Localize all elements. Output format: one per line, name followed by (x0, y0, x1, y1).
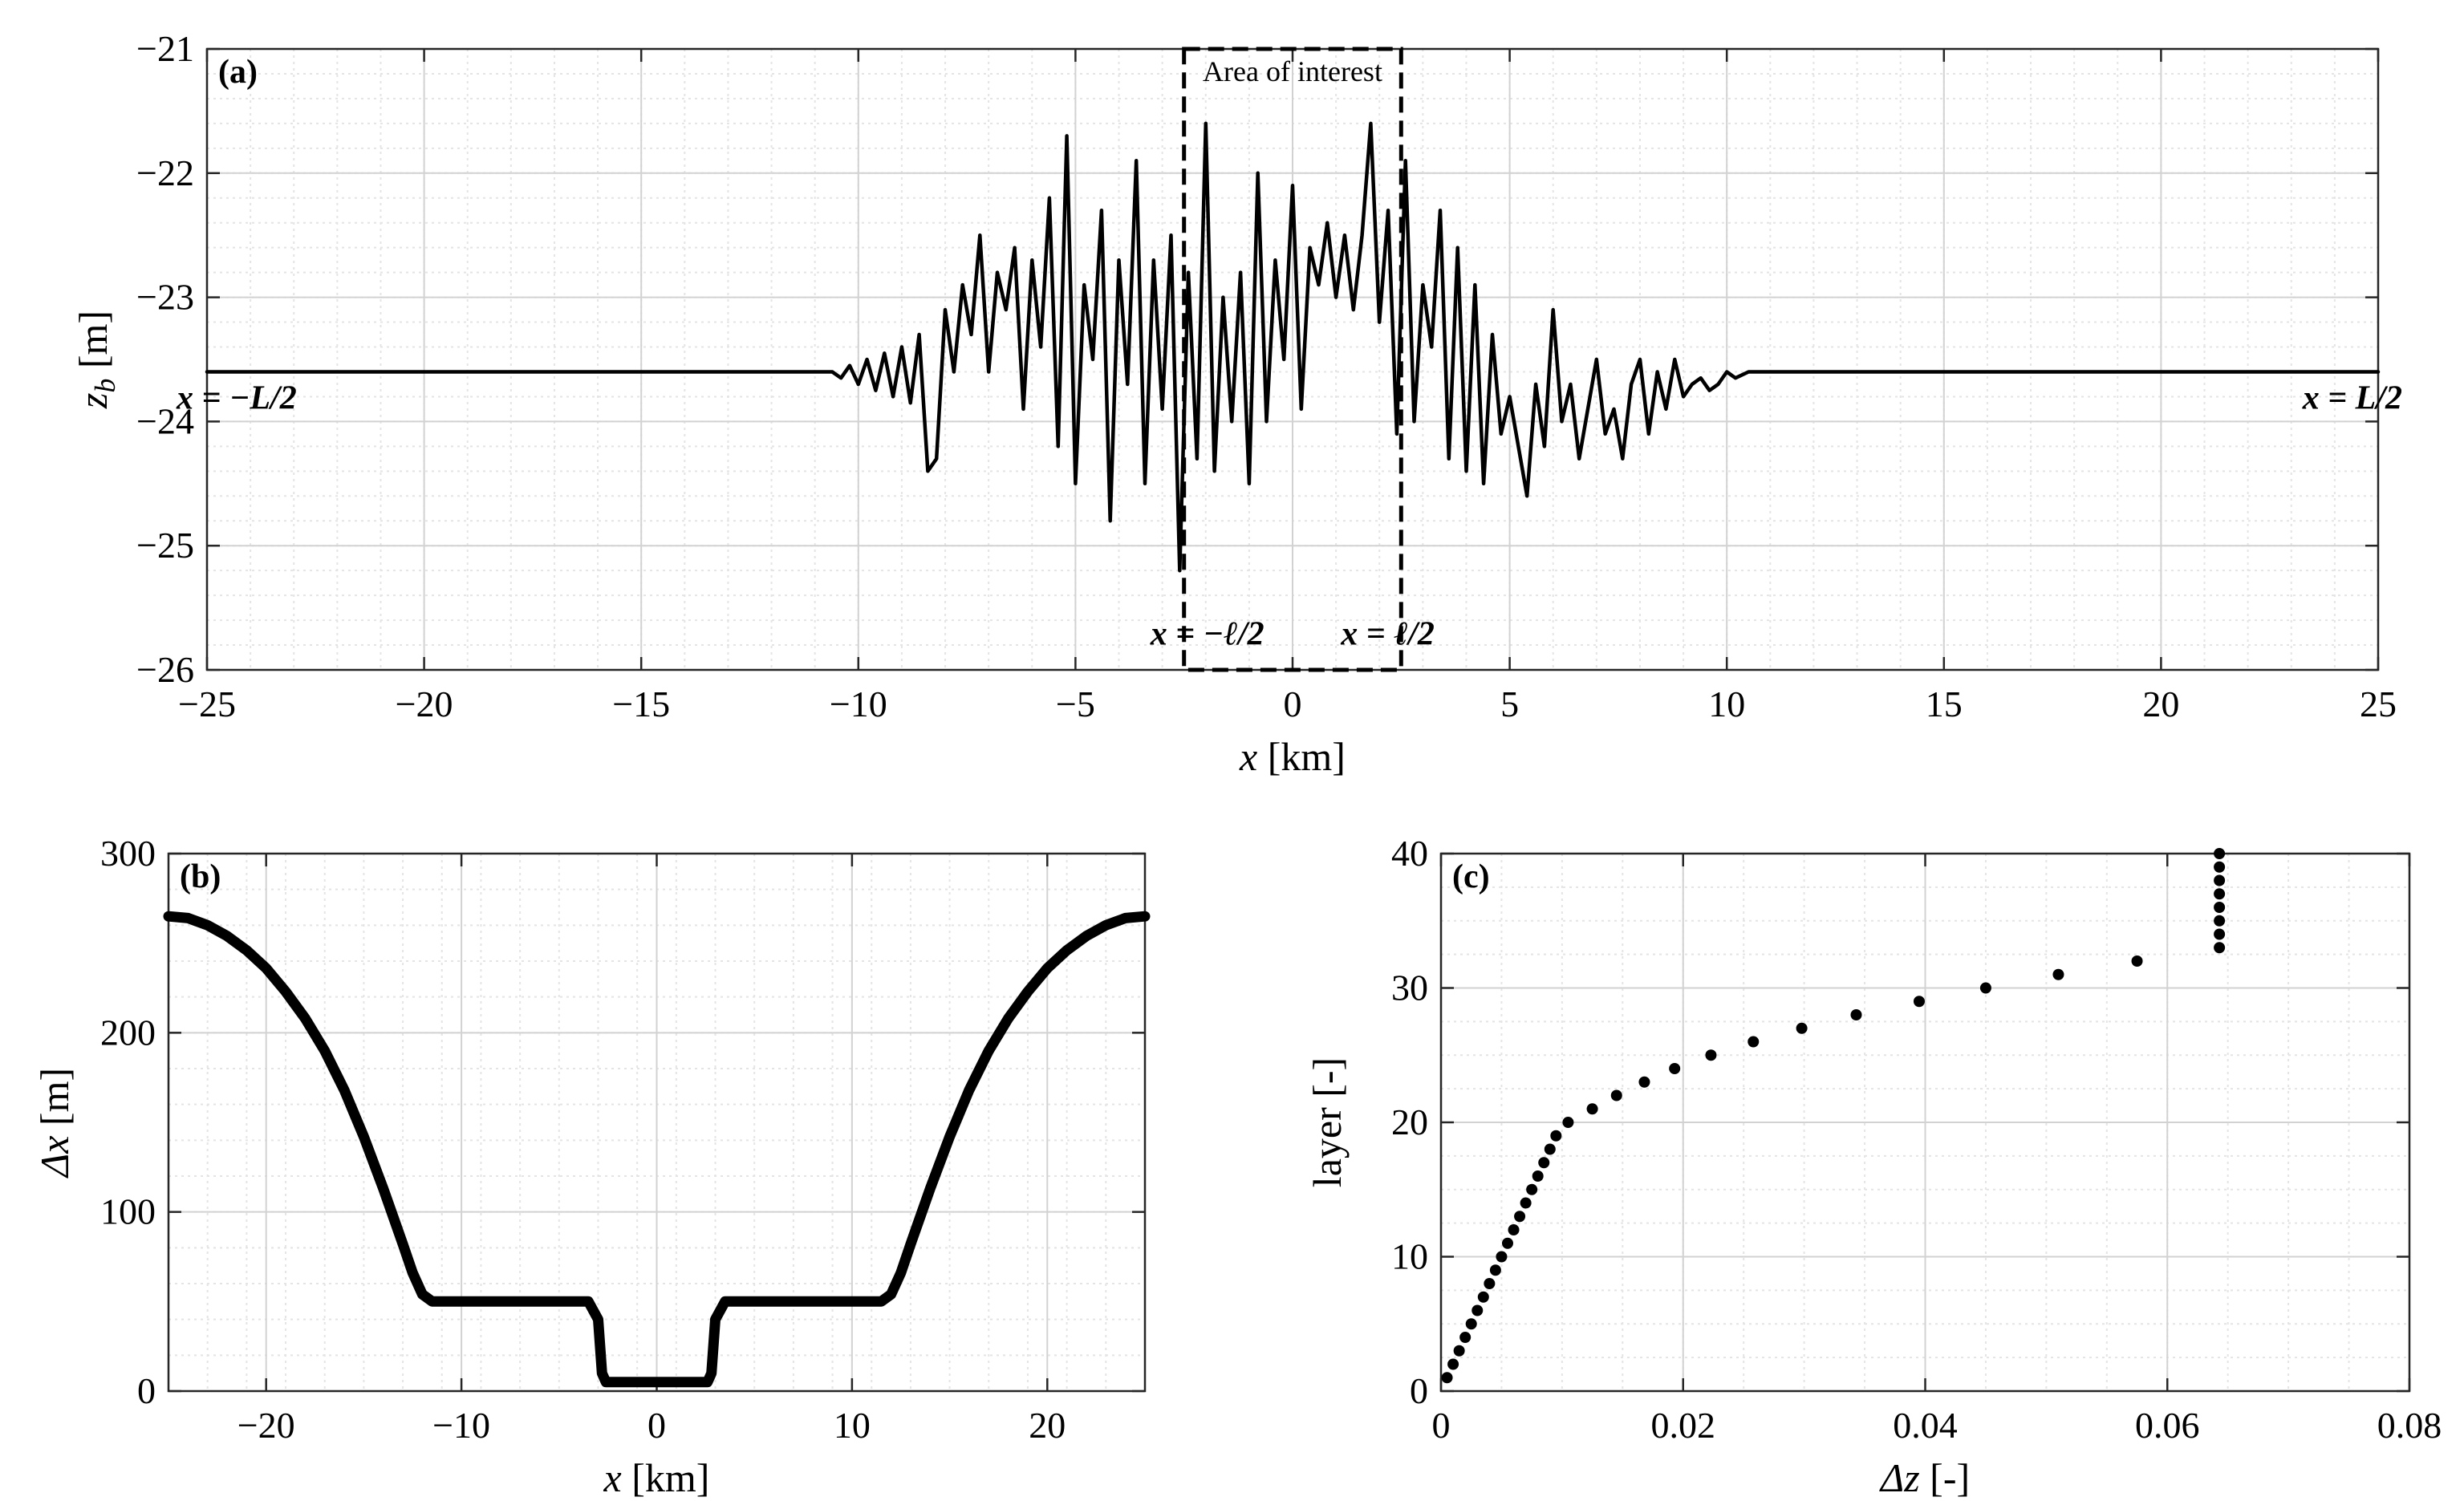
y-axis-label: layer [-] (1305, 1057, 1350, 1187)
data-point (2214, 915, 2226, 927)
data-point (1544, 1143, 1556, 1155)
x-tick-label: 0.04 (1893, 1405, 1958, 1446)
data-point (1638, 1076, 1650, 1088)
area-of-interest-label: Area of interest (1203, 55, 1382, 87)
x-tick-label: 0 (1284, 684, 1302, 724)
data-point (1562, 1117, 1574, 1128)
x-tick-label: −5 (1056, 684, 1095, 724)
data-point (1913, 996, 1925, 1008)
y-tick-label: 100 (100, 1191, 156, 1232)
x-axis-label: x [km] (603, 1455, 710, 1500)
y-tick-label: 300 (100, 833, 156, 874)
area-of-interest-box (1182, 47, 1403, 672)
data-point (1447, 1358, 1459, 1370)
data-point (1796, 1022, 1808, 1034)
data-point (2214, 874, 2226, 886)
data-point (1459, 1332, 1471, 1343)
data-point (1477, 1291, 1489, 1303)
data-point (1489, 1264, 1501, 1276)
panel-label: (a) (218, 54, 258, 91)
x-axis-label: x [km] (1239, 734, 1346, 779)
data-point (1538, 1157, 1550, 1169)
data-point (2214, 928, 2226, 940)
y-tick-label: 30 (1391, 968, 1428, 1008)
data-point (1586, 1103, 1598, 1115)
x-tick-label: −25 (178, 684, 236, 724)
x-tick-label: 20 (2142, 684, 2179, 724)
data-point (1453, 1345, 1465, 1357)
y-tick-label: 200 (100, 1012, 156, 1053)
data-point (1532, 1170, 1544, 1182)
y-tick-label: 0 (137, 1370, 156, 1411)
data-point (1748, 1036, 1760, 1048)
x-tick-label: 10 (834, 1405, 871, 1446)
data-point (1484, 1278, 1496, 1289)
x-tick-label: 25 (2360, 684, 2397, 724)
panel-a: −25 −20 −15 −10 −5 0 5 10 15 20 25−26−25−24−23−22−… (71, 28, 2402, 779)
data-point (2131, 955, 2143, 967)
y-tick-label: −22 (136, 152, 194, 193)
data-point (2214, 861, 2226, 873)
data-point (1705, 1049, 1717, 1061)
x-tick-label: −10 (432, 1405, 490, 1446)
data-point (1471, 1304, 1484, 1316)
data-point (2214, 942, 2226, 954)
x-tick-label: −10 (830, 684, 887, 724)
data-point (1669, 1063, 1681, 1074)
data-point (2052, 968, 2064, 980)
data-point (1979, 982, 1991, 994)
x-axis-label: Δz [-] (1879, 1455, 1970, 1500)
y-tick-label: 40 (1391, 833, 1428, 874)
y-tick-label: 20 (1391, 1101, 1428, 1142)
x-tick-label: 10 (1708, 684, 1745, 724)
x-tick-label: 15 (1926, 684, 1963, 724)
x-tick-label: −20 (396, 684, 453, 724)
annotation-label: x = −ℓ/2 (1150, 616, 1264, 653)
x-tick-label: 0 (647, 1405, 666, 1446)
x-tick-label: −15 (612, 684, 670, 724)
data-point (2214, 888, 2226, 900)
panel-label: (c) (1452, 858, 1490, 895)
data-point (1514, 1211, 1526, 1223)
y-tick-label: 10 (1391, 1236, 1428, 1277)
data-point (1508, 1224, 1520, 1235)
panel-label: (b) (180, 858, 221, 895)
x-tick-label: 0.08 (2377, 1405, 2442, 1446)
x-tick-label: 0.06 (2135, 1405, 2200, 1446)
x-tick-label: 5 (1500, 684, 1519, 724)
panel-c: 0 0.02 0.04 0.06 0.08 0 10 20 30 40 Δz [-] layer [-… (1305, 833, 2442, 1500)
y-tick-label: −24 (136, 400, 194, 441)
data-point (1610, 1089, 1622, 1101)
annotation-label: x = L/2 (2302, 379, 2402, 416)
series-line (205, 121, 2381, 573)
data-point (2214, 902, 2226, 913)
data-point (1465, 1318, 1477, 1330)
x-tick-label: 20 (1029, 1405, 1066, 1446)
data-point (2214, 848, 2226, 859)
data-point (1441, 1372, 1453, 1384)
y-axis-label: Δx [m] (32, 1068, 77, 1178)
y-tick-label: 0 (1410, 1370, 1428, 1411)
data-point (1501, 1237, 1513, 1249)
y-tick-label: −26 (136, 649, 194, 690)
y-tick-label: −25 (136, 525, 194, 566)
data-point (1520, 1197, 1532, 1209)
data-point (1526, 1183, 1538, 1195)
data-point (1496, 1251, 1508, 1263)
y-axis-label: zb [m] (71, 310, 121, 409)
annotation-label: x = ℓ/2 (1340, 616, 1435, 653)
x-tick-label: 0 (1432, 1405, 1451, 1446)
x-tick-label: −20 (237, 1405, 295, 1446)
y-tick-label: −23 (136, 277, 194, 318)
series-line (163, 911, 1151, 1388)
y-tick-label: −21 (136, 28, 194, 69)
x-tick-label: 0.02 (1651, 1405, 1716, 1446)
data-point (1550, 1130, 1562, 1142)
data-point (1850, 1009, 1862, 1020)
annotation-label: x = −L/2 (176, 379, 297, 416)
